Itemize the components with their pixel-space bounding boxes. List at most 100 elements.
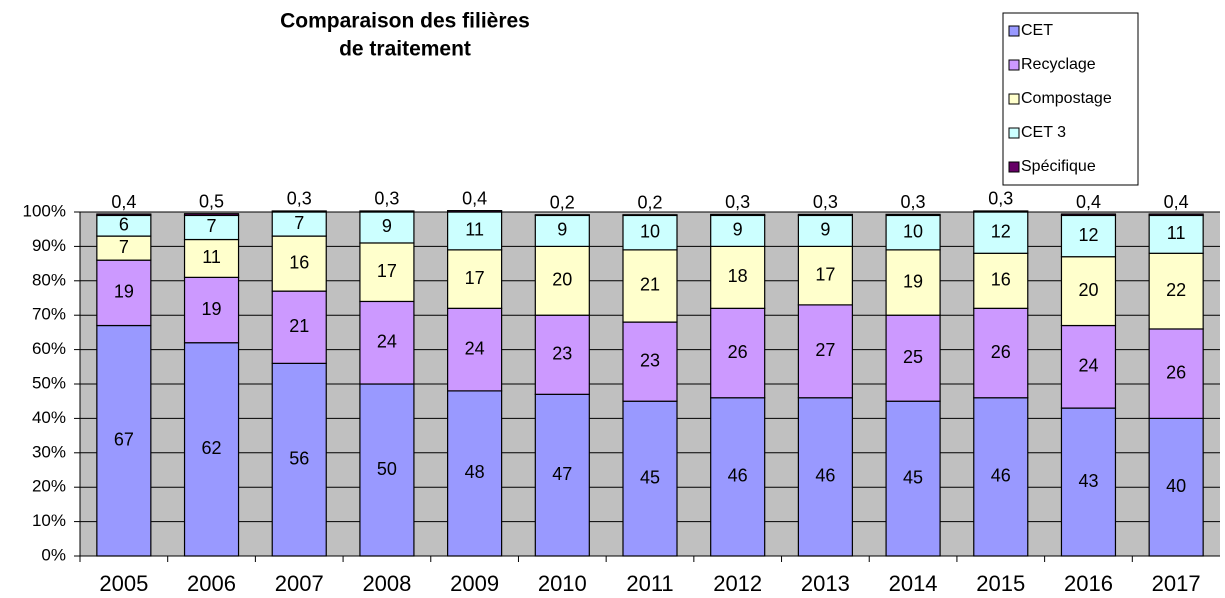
bar-segment bbox=[447, 211, 503, 251]
bar-segment bbox=[271, 211, 327, 237]
data-label: 0,3 bbox=[725, 192, 750, 212]
bar-segment bbox=[447, 307, 503, 392]
data-label: 45 bbox=[640, 467, 660, 487]
data-label: 46 bbox=[815, 466, 835, 486]
x-tick-label: 2013 bbox=[801, 571, 850, 596]
data-label: 46 bbox=[728, 466, 748, 486]
bar-segment bbox=[96, 259, 152, 327]
data-label: 0,3 bbox=[988, 189, 1013, 209]
data-label: 45 bbox=[903, 467, 923, 487]
bar-segment bbox=[622, 249, 678, 323]
data-label: 27 bbox=[815, 340, 835, 360]
bar-segment bbox=[710, 397, 766, 557]
data-label: 16 bbox=[289, 252, 309, 272]
data-label: 11 bbox=[1167, 223, 1186, 243]
bar-segment bbox=[271, 235, 327, 292]
data-label: 24 bbox=[465, 338, 485, 358]
bar-segment bbox=[797, 397, 853, 557]
x-tick-label: 2008 bbox=[362, 571, 411, 596]
data-label: 10 bbox=[903, 221, 923, 241]
legend-label: Compostage bbox=[1021, 90, 1112, 107]
legend-label: CET 3 bbox=[1021, 124, 1066, 141]
data-label: 46 bbox=[991, 466, 1011, 486]
bar-segment bbox=[885, 249, 941, 316]
x-tick-label: 2017 bbox=[1152, 571, 1201, 596]
data-label: 22 bbox=[1166, 280, 1186, 300]
bar-segment bbox=[1060, 256, 1117, 327]
bar-segment bbox=[1060, 407, 1117, 557]
bar-segment bbox=[622, 321, 678, 402]
legend-box bbox=[1002, 12, 1139, 186]
x-tick-label: 2016 bbox=[1064, 571, 1113, 596]
bar-segment bbox=[447, 390, 503, 557]
bar-segment bbox=[973, 397, 1029, 557]
bar-segment bbox=[1148, 214, 1204, 254]
x-tick-label: 2007 bbox=[275, 571, 324, 596]
x-tick-label: 2014 bbox=[889, 571, 938, 596]
bar-segment bbox=[183, 213, 240, 217]
bar-segment bbox=[710, 214, 766, 248]
data-label: 0,3 bbox=[813, 192, 838, 212]
bar-segment bbox=[710, 213, 766, 217]
y-tick-label: 70% bbox=[32, 305, 66, 324]
legend-label: Spécifique bbox=[1021, 158, 1096, 175]
bar-segment bbox=[183, 276, 240, 344]
data-label: 0,4 bbox=[462, 188, 487, 208]
bar-segment bbox=[359, 300, 415, 385]
bar-segment bbox=[1060, 214, 1117, 258]
data-label: 50 bbox=[377, 459, 397, 479]
bar-segment bbox=[973, 252, 1029, 309]
y-tick-label: 30% bbox=[32, 442, 66, 461]
bar-segment bbox=[359, 211, 415, 244]
data-label: 23 bbox=[640, 350, 660, 370]
data-label: 9 bbox=[557, 220, 567, 240]
bar-segment bbox=[973, 211, 1029, 254]
data-label: 12 bbox=[991, 221, 1011, 241]
bar-segment bbox=[1060, 324, 1117, 409]
data-label: 9 bbox=[820, 220, 830, 240]
data-label: 18 bbox=[728, 266, 748, 286]
data-label: 21 bbox=[640, 275, 660, 295]
y-tick-label: 10% bbox=[32, 511, 66, 530]
legend-swatch bbox=[1008, 25, 1020, 37]
bar-segment bbox=[359, 210, 415, 213]
bar-segment bbox=[271, 290, 327, 364]
bar-segment bbox=[710, 245, 766, 309]
data-label: 0,3 bbox=[901, 192, 926, 212]
data-label: 7 bbox=[294, 213, 304, 233]
bar-segment bbox=[797, 213, 853, 217]
bar-segment bbox=[534, 245, 590, 316]
bar-segment bbox=[973, 210, 1029, 213]
data-label: 9 bbox=[382, 216, 392, 236]
data-label: 9 bbox=[733, 220, 743, 240]
y-tick-label: 80% bbox=[32, 270, 66, 289]
data-label: 21 bbox=[289, 316, 309, 336]
data-label: 0,4 bbox=[111, 192, 136, 212]
bar-segment bbox=[534, 393, 590, 557]
data-label: 0,4 bbox=[1164, 192, 1189, 212]
data-label: 56 bbox=[289, 448, 309, 468]
data-label: 19 bbox=[903, 271, 923, 291]
data-label: 6 bbox=[119, 215, 129, 235]
bar-segment bbox=[885, 214, 941, 251]
data-label: 67 bbox=[114, 430, 134, 450]
bar-segment bbox=[534, 314, 590, 395]
data-label: 17 bbox=[465, 268, 485, 288]
bar-segment bbox=[797, 304, 853, 399]
data-label: 17 bbox=[377, 261, 397, 281]
data-label: 19 bbox=[202, 299, 222, 319]
data-label: 19 bbox=[114, 282, 134, 302]
bar-segment bbox=[973, 307, 1029, 399]
bar-segment bbox=[1060, 213, 1117, 217]
data-label: 23 bbox=[552, 344, 572, 364]
x-tick-label: 2009 bbox=[450, 571, 499, 596]
chart-title: de traitement bbox=[339, 38, 471, 61]
bar-segment bbox=[271, 362, 327, 557]
y-tick-label: 100% bbox=[23, 201, 66, 220]
data-label: 11 bbox=[465, 220, 484, 240]
bar-segment bbox=[1148, 328, 1204, 419]
data-label: 26 bbox=[991, 342, 1011, 362]
data-label: 0,4 bbox=[1076, 192, 1101, 212]
bar-segment bbox=[534, 214, 590, 248]
